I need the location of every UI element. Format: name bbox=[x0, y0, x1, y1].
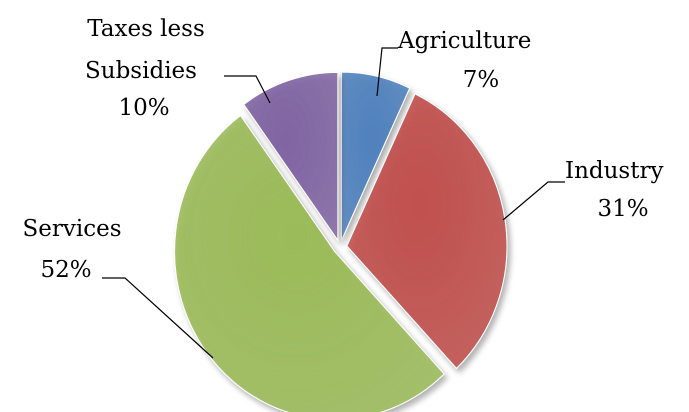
leader-line-taxes bbox=[224, 75, 271, 104]
pie-slice-taxes-less-subsidies bbox=[243, 71, 339, 242]
slice-value-agriculture: 7% bbox=[463, 67, 500, 93]
pie-slice-agriculture bbox=[341, 71, 411, 241]
slice-label-agriculture: Agriculture bbox=[397, 28, 531, 54]
slice-label-services: Services bbox=[22, 216, 121, 242]
pie-slices bbox=[174, 71, 508, 412]
slice-value-industry: 31% bbox=[597, 196, 648, 222]
leader-line-industry bbox=[502, 181, 565, 221]
slice-label-industry: Industry bbox=[565, 158, 663, 184]
slice-value-taxes: 10% bbox=[118, 95, 169, 121]
leader-line-services bbox=[102, 277, 214, 359]
slice-labels: Agriculture 7% Industry 31% Services 52%… bbox=[22, 16, 663, 283]
pie-slice-industry bbox=[346, 93, 508, 370]
slice-label-taxes-line1: Taxes less bbox=[87, 16, 205, 42]
leader-line-agriculture bbox=[376, 47, 398, 97]
pie-slice-services bbox=[174, 114, 445, 412]
leader-lines bbox=[102, 47, 565, 359]
slice-value-services: 52% bbox=[40, 257, 91, 283]
slice-label-taxes-line2: Subsidies bbox=[85, 58, 197, 84]
